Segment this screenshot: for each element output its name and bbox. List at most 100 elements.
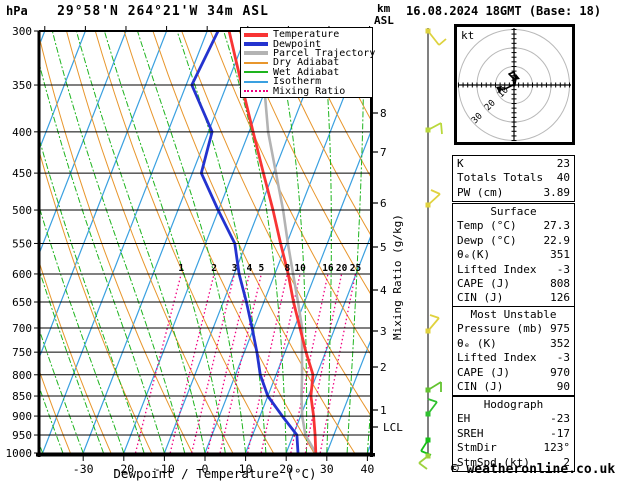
table-row: StmDir 123° — [457, 441, 570, 455]
mixing-ratio-value: 20 — [336, 263, 348, 274]
run-datetime: 16.08.2024 18GMT (Base: 18) — [406, 4, 602, 18]
hodograph-unit-label: kt — [461, 29, 474, 42]
table-title: Hodograph — [483, 398, 544, 411]
temperature-axis-label: Dewpoint / Temperature (°C) — [113, 466, 317, 481]
data-table-hodograph: Hodograph EH -23 SREH -17 StmDir 123° StmSpd (k… — [452, 396, 575, 473]
station-title: 29°58'N 264°21'W 34m ASL — [57, 4, 269, 19]
wind-barb-shaft — [418, 455, 429, 464]
bottom-axis-line — [36, 453, 375, 457]
row-label: SREH — [457, 426, 484, 440]
table-row: Totals Totals 40 — [457, 171, 570, 185]
wind-barb-tick — [418, 462, 428, 470]
table-row: Pressure (mb) 975 — [457, 322, 570, 336]
legend-label: Mixing Ratio — [273, 85, 346, 97]
lcl-label: LCL — [383, 421, 403, 434]
hodograph-trace — [499, 71, 517, 91]
data-table-indices: K 23 Totals Totals 40 PW (cm) 3.89 — [452, 155, 575, 203]
isotherm-line — [39, 31, 127, 256]
row-value: 126 — [550, 291, 570, 305]
row-label: Dewp (°C) — [457, 233, 517, 247]
row-value: 40 — [556, 171, 570, 185]
km-tick-label: 1 — [380, 404, 387, 417]
pressure-tick-label: 750 — [12, 346, 32, 359]
mixing-ratio-value: 8 — [284, 263, 290, 274]
mixing-ratio-value: 25 — [350, 263, 362, 274]
row-label: CIN (J) — [457, 291, 504, 305]
row-value: 352 — [550, 336, 570, 350]
mixing-ratio-value: 2 — [211, 263, 217, 274]
table-row: K 23 — [457, 157, 570, 171]
isotherm-line — [39, 31, 168, 360]
row-value: -3 — [556, 262, 570, 276]
pressure-tick-label: 600 — [12, 268, 32, 281]
copyright-credit: © weatheronline.co.uk — [450, 462, 616, 477]
pressure-tick-label: 500 — [12, 204, 32, 217]
row-value: 3.89 — [543, 185, 571, 199]
isotherm-line — [82, 31, 249, 453]
temp-tick-label: -20 — [113, 462, 134, 476]
mixing-ratio-line — [304, 273, 343, 453]
row-label: StmDir — [457, 441, 497, 455]
wind-barb-shaft — [427, 317, 440, 332]
mixing-ratio-line — [290, 273, 329, 453]
mixing-ratio-line — [247, 273, 288, 453]
km-tick-label: 7 — [380, 146, 387, 159]
table-row: PW (cm) 3.89 — [457, 186, 570, 200]
mixing-ratio-line — [319, 273, 357, 453]
legend-item: Temperature — [244, 29, 372, 41]
isotherm-line — [39, 31, 86, 152]
wind-barb-shaft — [427, 122, 442, 131]
pressure-tick-label: 700 — [12, 322, 32, 335]
row-label: θₑ(K) — [457, 248, 491, 262]
row-value: -17 — [550, 426, 570, 440]
table-row: Dewp (°C) 22.9 — [457, 234, 570, 248]
pressure-tick-label: 650 — [12, 296, 32, 309]
mixing-ratio-line — [206, 273, 251, 453]
row-label: StmSpd (kt) — [457, 455, 530, 469]
height-axis-unit: km — [377, 2, 391, 15]
row-label: CAPE (J) — [457, 365, 510, 379]
mixing-ratio-value: 5 — [258, 263, 264, 274]
temp-tick-label: 0 — [202, 462, 209, 476]
row-label: Pressure (mb) — [457, 322, 544, 336]
legend-swatch-dry-adiabat — [244, 61, 268, 64]
pressure-tick-label: 400 — [12, 126, 32, 139]
row-value: -3 — [556, 351, 570, 365]
legend-label: Isotherm — [273, 76, 322, 88]
legend-swatch-wet-adiabat — [244, 71, 268, 74]
mixing-ratio-line — [191, 273, 236, 453]
row-label: EH — [457, 412, 471, 426]
row-value: 351 — [550, 248, 570, 262]
legend-item: Parcel Trajectory — [244, 48, 375, 58]
row-label: CIN (J) — [457, 380, 504, 394]
dry-adiabat-line — [412, 31, 450, 453]
legend-label: Dry Adiabat — [273, 57, 340, 69]
wet-adiabat-line — [176, 31, 267, 453]
legend-swatch-temperature — [244, 32, 268, 37]
table-row: CAPE (J) 970 — [457, 366, 570, 380]
row-label: Lifted Index — [457, 351, 537, 365]
isotherm-line — [285, 233, 371, 453]
temp-tick-label: -30 — [73, 462, 94, 476]
wind-barb-tick — [438, 38, 447, 46]
km-tick-label: 8 — [380, 107, 387, 120]
pressure-tick-label: 900 — [12, 410, 32, 423]
skewt-chart: 1 2 3 4 5 8 10 16 20 2530035040045050055060065070… — [0, 25, 450, 476]
isotherm-line — [0, 31, 4, 453]
row-value: 808 — [550, 277, 570, 291]
dry-adiabat-line — [238, 31, 371, 296]
temp-tick-label: 10 — [239, 462, 253, 476]
chart-legend: Temperature Dewpoint Parcel Trajectory Dry … — [240, 27, 375, 98]
data-table-surface: Surface Temp (°C) 27.3 Dewp (°C) 22.9 θₑ(K) 35… — [452, 203, 575, 308]
wind-barb-shaft — [420, 439, 429, 452]
dry-adiabat-line — [39, 368, 71, 453]
pressure-tick-label: 850 — [12, 390, 32, 403]
legend-label: Temperature — [273, 29, 340, 41]
row-label: K — [457, 157, 464, 170]
isotherm-line — [42, 31, 208, 453]
hodograph-trace-arrow — [496, 86, 502, 94]
row-value: 90 — [556, 380, 570, 394]
pressure-tick-label: 800 — [12, 369, 32, 382]
km-tick-label: 6 — [380, 197, 387, 210]
